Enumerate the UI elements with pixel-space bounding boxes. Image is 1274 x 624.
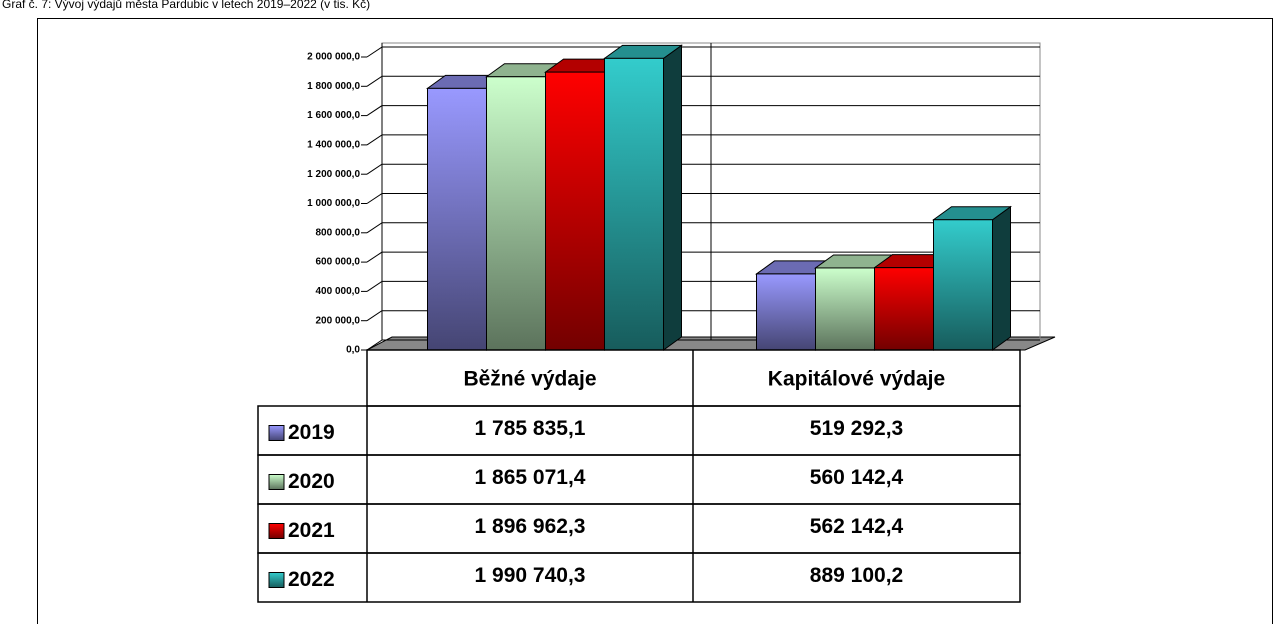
legend-key [268,523,285,539]
y-tick-label: 800 000,0 [316,227,361,238]
y-tick-label: 2 000 000,0 [307,52,360,63]
y-tick-label: 1 000 000,0 [307,198,360,209]
bar [604,57,664,351]
category-label: Kapitálové výdaje [768,368,945,391]
grid-line [366,163,383,175]
y-tick-label: 1 600 000,0 [307,110,360,121]
grid-line [366,339,383,351]
grid-line [366,75,383,87]
value-label: 560 142,4 [810,466,904,489]
table-row [257,503,1021,554]
legend-key [268,572,285,588]
y-tick-label: 1 200 000,0 [307,169,360,180]
value-label: 889 100,2 [810,564,903,587]
grid-line [366,193,383,204]
legend-label: 2020 [288,470,335,493]
grid-line [366,105,383,117]
category-label: Běžné výdaje [463,368,596,391]
y-tick-label: 200 000,0 [316,315,361,326]
bar [933,219,993,351]
table-row [257,454,1021,505]
y-tick-label: 1 800 000,0 [307,81,360,92]
bar [486,76,546,351]
legend-label: 2021 [288,519,335,542]
value-label: 1 785 835,1 [475,417,586,440]
y-tick-label: 400 000,0 [316,286,361,297]
frame [37,18,1273,624]
bar [756,273,816,351]
grid-line [366,46,383,58]
bar-side [663,44,682,351]
y-tick-label: 600 000,0 [316,257,361,268]
legend-key [268,425,285,441]
value-label: 1 865 071,4 [475,466,586,489]
bar [545,71,605,351]
bar [427,87,487,351]
y-tick-label: 0,0 [346,345,360,356]
chart-title: Graf č. 7: Vývoj výdajů města Pardubic v… [2,0,370,11]
bar [874,267,934,351]
grid-line [366,222,383,234]
grid-line [366,280,383,292]
legend-label: 2022 [288,568,335,591]
value-label: 1 896 962,3 [475,515,586,538]
grid-line [366,251,383,263]
bar-side [992,205,1011,351]
legend-label: 2019 [288,421,335,444]
value-label: 1 990 740,3 [475,564,586,587]
table-row [257,552,1021,603]
y-tick-label: 1 400 000,0 [307,140,360,151]
value-label: 562 142,4 [810,515,904,538]
value-label: 519 292,3 [810,417,903,440]
legend-key [268,474,285,490]
grid-line [366,310,383,322]
table-row [257,405,1021,456]
grid-line [366,134,383,146]
bar [815,267,875,351]
